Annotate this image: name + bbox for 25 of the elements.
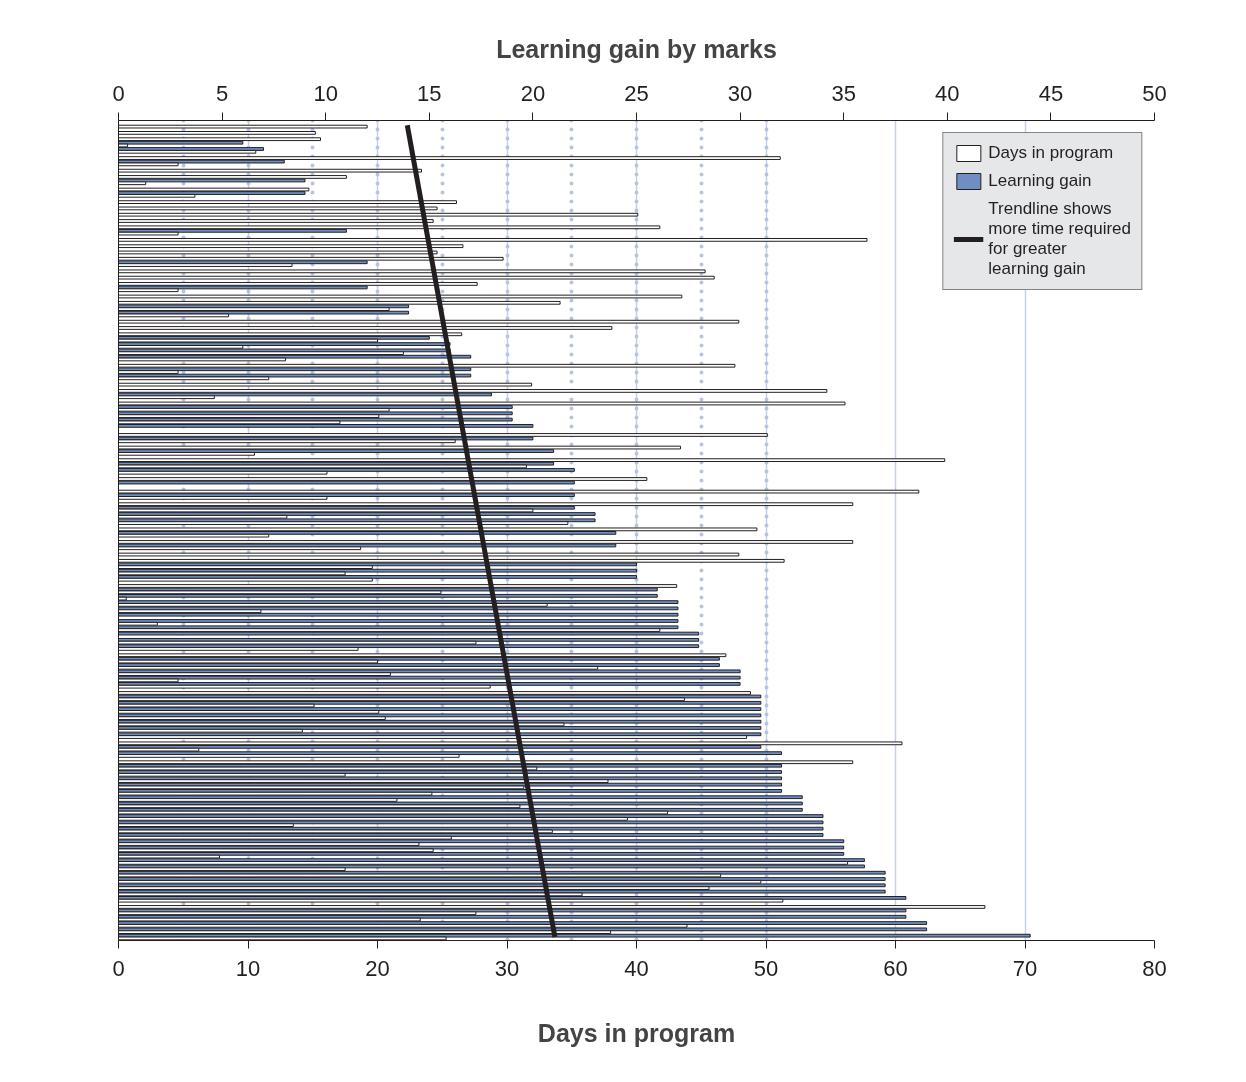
x2-tick-label: 40 xyxy=(935,80,960,106)
x-tick-label: 0 xyxy=(112,955,125,981)
x2-tick-label: 10 xyxy=(313,80,338,106)
x-tick-label: 50 xyxy=(753,955,779,981)
x-tick-label: 10 xyxy=(235,955,261,981)
x2-tick-label: 45 xyxy=(1038,80,1064,106)
x-tick-label: 40 xyxy=(624,955,649,981)
x2-tick-label: 25 xyxy=(624,80,649,106)
x-tick-label: 60 xyxy=(883,955,908,981)
x2-tick-label: 30 xyxy=(727,80,753,106)
x2-tick-label: 0 xyxy=(112,80,125,106)
legend-label: Days in program xyxy=(988,143,1114,163)
x2-tick-label: 5 xyxy=(215,80,229,106)
x-axis-title: Days in program xyxy=(537,1018,736,1047)
legend-label: Learning gain xyxy=(988,171,1092,191)
x-tick-label: 70 xyxy=(1012,955,1038,981)
x2-tick-label: 50 xyxy=(1142,80,1167,106)
legend-label: Trendline shows more time required for greater learning gain xyxy=(988,199,1131,279)
x-tick-label: 80 xyxy=(1142,955,1167,981)
x2-tick-label: 15 xyxy=(417,80,442,106)
x-tick-label: 30 xyxy=(494,955,520,981)
x-tick-label: 20 xyxy=(365,955,390,981)
x2-tick-label: 35 xyxy=(831,80,856,106)
x2-tick-label: 20 xyxy=(520,80,546,106)
x2-axis-title: Learning gain by marks xyxy=(496,34,777,63)
